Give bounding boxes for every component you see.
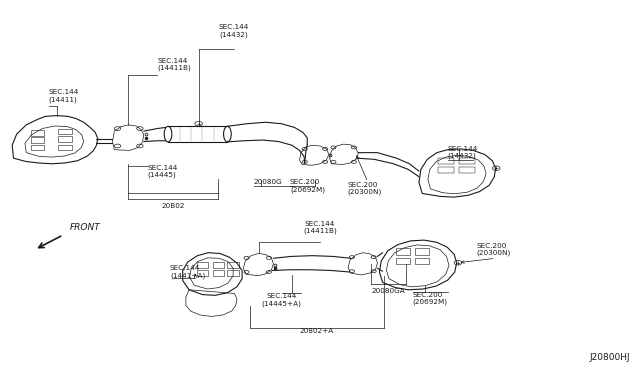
Text: SEC.200
(20692M): SEC.200 (20692M) — [413, 292, 447, 305]
Text: SEC.200
(20692M): SEC.200 (20692M) — [290, 179, 325, 193]
Text: J20800HJ: J20800HJ — [589, 353, 630, 362]
Text: SEC.144
(1441+A): SEC.144 (1441+A) — [170, 265, 205, 279]
Text: SEC.144
(14445+A): SEC.144 (14445+A) — [262, 294, 301, 307]
Text: SEC.200
(20300N): SEC.200 (20300N) — [348, 182, 381, 195]
Text: 20802+A: 20802+A — [300, 328, 334, 334]
Text: FRONT: FRONT — [70, 223, 100, 232]
Text: SEC.200
(20300N): SEC.200 (20300N) — [476, 243, 511, 256]
Text: SEC.144
(14432): SEC.144 (14432) — [219, 24, 249, 38]
Text: SEC.144
(14411): SEC.144 (14411) — [49, 89, 79, 103]
Text: SEC.144
(14411B): SEC.144 (14411B) — [303, 221, 337, 234]
Text: SEC.144
(14411B): SEC.144 (14411B) — [157, 58, 191, 71]
Text: 20080GA: 20080GA — [371, 288, 405, 294]
Text: 20080G: 20080G — [253, 179, 282, 185]
Text: SEC.144
(14432): SEC.144 (14432) — [448, 146, 478, 159]
Text: SEC.144
(14445): SEC.144 (14445) — [148, 164, 178, 178]
Text: 20B02: 20B02 — [161, 203, 185, 209]
